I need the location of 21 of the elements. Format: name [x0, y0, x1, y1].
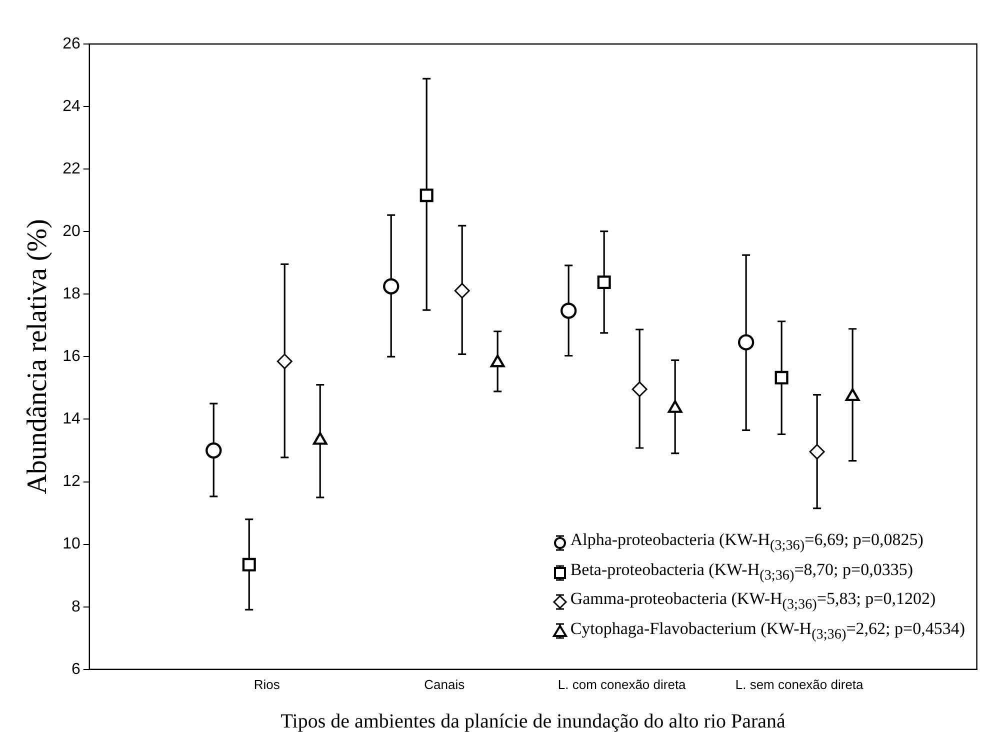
y-tick-label: 10 [62, 536, 80, 553]
x-tick-label: Canais [424, 676, 466, 692]
y-tick-label: 6 [71, 660, 80, 678]
y-tick-label: 18 [62, 286, 80, 303]
legend-label: Beta-proteobacteria (KW-H$_{(3;36)}$=8,70; p=0,0335) [570, 558, 914, 586]
x-tick-label: Rios [254, 676, 280, 692]
y-axis-title: Abundância relativa (%) [22, 219, 54, 494]
legend-label: Alpha-proteobacteria (KW-H$_{(3;36)}$=6,69; p=0,0825) [570, 529, 924, 556]
y-tick-label: 24 [62, 98, 80, 115]
x-axis-title: Tipos de ambientes da planície de inundação do alto rio Paraná [280, 710, 786, 732]
legend-label: Cytophaga-Flavobacterium (KW-H$_{(3;36)}$=2,62; p=0,4534) [570, 618, 965, 644]
x-tick-label: L. com conexão direta [558, 676, 687, 692]
y-tick-label: 14 [62, 410, 80, 428]
y-tick-label: 8 [71, 598, 80, 616]
y-tick-label: 16 [62, 348, 80, 366]
y-tick-label: 22 [62, 160, 80, 178]
x-tick-label: L. sem conexão direta [735, 676, 864, 692]
y-tick-label: 20 [62, 223, 80, 240]
legend-label: Gamma-proteobacteria (KW-H$_{(3;36)}$=5,83; p=0,1202) [570, 588, 936, 615]
y-tick-label: 26 [62, 35, 80, 52]
y-tick-label: 12 [62, 473, 80, 490]
